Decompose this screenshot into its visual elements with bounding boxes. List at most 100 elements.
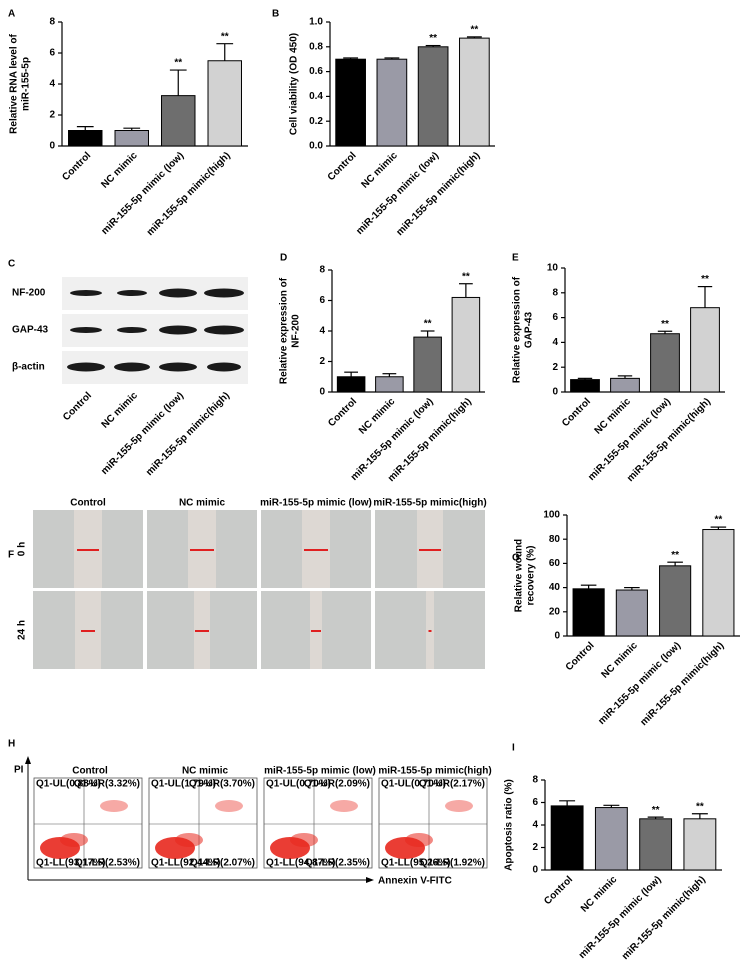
quadrant-label: Q1-LR(2.53%) [75, 858, 140, 869]
x-tick-label: miR-155-5p mimic(high) [145, 150, 233, 238]
x-tick-label: Control [61, 390, 94, 423]
flow-title: miR-155-5p mimic(high) [378, 766, 491, 777]
cell-cloud [445, 800, 473, 812]
significance: ** [424, 319, 432, 330]
x-tick-label: NC mimic [100, 390, 141, 431]
column-title: NC mimic [179, 498, 226, 509]
bar [610, 377, 640, 393]
quadrant-label: Q1-LL(95.26%) [381, 858, 450, 869]
significance: ** [652, 805, 660, 816]
bar [376, 58, 408, 147]
y-tick-label: 60 [549, 558, 561, 569]
quadrant-label: Q1-LR(1.92%) [420, 858, 485, 869]
error-bar [624, 586, 640, 591]
x-tick-label: NC mimic [579, 874, 620, 915]
bar [650, 333, 680, 393]
x-tick-label: miR-155-5p mimic(high) [394, 150, 482, 238]
quadrant-label: Q1-LL(93.17%) [36, 858, 105, 869]
y-tick-label: 80 [549, 534, 561, 545]
y-tick-label: 0.8 [309, 41, 323, 52]
flow-title: miR-155-5p mimic (low) [264, 766, 376, 777]
error-bar [657, 330, 673, 334]
y-tick-label: 10 [547, 263, 559, 274]
error-bar [344, 371, 359, 377]
bar [451, 296, 481, 393]
blot-band [117, 290, 147, 296]
cell-cloud [100, 800, 128, 812]
significance: ** [701, 274, 709, 285]
y-tick-label: 6 [532, 797, 538, 808]
x-tick-label: Control [564, 640, 597, 673]
y-tick-label: 0.2 [309, 116, 323, 127]
y-tick-label: 0.6 [309, 66, 323, 77]
bar [336, 376, 366, 393]
significance: ** [174, 58, 182, 69]
y-axis-label: Apoptosis ratio (%) [504, 779, 515, 871]
error-bar [425, 44, 441, 47]
flow-x-label: Annexin V-FITC [378, 876, 452, 887]
flow-y-label: PI [14, 765, 24, 776]
error-bar [420, 330, 435, 338]
significance: ** [714, 515, 722, 526]
bar [594, 807, 628, 871]
y-tick-label: 20 [549, 606, 561, 617]
y-tick-label: 100 [543, 510, 560, 521]
panel-letter: B [272, 9, 279, 20]
x-tick-label: miR-155-5p mimic(high) [638, 640, 726, 728]
y-tick-label: 0 [532, 865, 538, 876]
error-bar [216, 43, 234, 61]
error-bar [559, 800, 576, 806]
significance: ** [462, 271, 470, 282]
cell-cloud [175, 833, 203, 847]
bar [570, 379, 600, 393]
significance: ** [429, 33, 437, 44]
y-tick-label: 0 [554, 631, 560, 642]
y-tick-label: 2 [319, 356, 325, 367]
row-label: 0 h [17, 542, 28, 556]
x-tick-label: NC mimic [357, 396, 398, 437]
y-tick-label: 0.0 [309, 141, 323, 152]
y-tick-label: 4 [49, 79, 55, 90]
bar [417, 46, 449, 147]
arrow-head [25, 756, 31, 764]
error-bar [382, 373, 397, 377]
y-tick-label: 2 [552, 362, 558, 373]
quadrant-label: Q1-UR(3.70%) [189, 779, 255, 790]
y-tick-label: 6 [49, 48, 55, 59]
blot-band [159, 362, 197, 372]
x-tick-label: miR-155-5p mimic (low) [99, 390, 186, 477]
bar [459, 37, 490, 147]
y-tick-label: 8 [552, 287, 558, 298]
error-bar [577, 377, 593, 380]
error-bar [466, 36, 482, 39]
blot-band [70, 290, 102, 296]
bar [690, 307, 720, 393]
error-bar [603, 804, 620, 808]
row-label: 24 h [17, 620, 28, 640]
blot-band [67, 362, 105, 372]
y-axis-label: GAP-43 [524, 312, 535, 349]
x-tick-label: NC mimic [359, 150, 400, 191]
y-axis-label: miR-155-5p [21, 57, 32, 111]
y-axis-label: recovery (%) [526, 545, 537, 605]
blot-band [117, 327, 147, 333]
quadrant-label: Q1-UR(2.09%) [304, 779, 370, 790]
y-tick-label: 4 [552, 337, 558, 348]
x-tick-label: miR-155-5p mimic(high) [144, 390, 232, 478]
quadrant-label: Q1-UR(2.17%) [419, 779, 485, 790]
x-tick-label: NC mimic [99, 150, 140, 191]
blot-band [204, 325, 244, 335]
error-bar [710, 526, 727, 530]
x-tick-label: miR-155-5p mimic (low) [577, 874, 664, 961]
bar [683, 818, 717, 871]
bar [207, 60, 242, 147]
y-tick-label: 8 [532, 775, 538, 786]
x-tick-label: Control [326, 150, 359, 183]
x-tick-label: Control [326, 396, 359, 429]
panel-letter: I [512, 743, 515, 754]
arrow-head [366, 877, 374, 883]
y-tick-label: 8 [319, 265, 325, 276]
column-title: miR-155-5p mimic(high) [373, 498, 486, 509]
quadrant-label: Q1-LL(92.44%) [151, 858, 220, 869]
blot-label: NF-200 [12, 288, 46, 299]
